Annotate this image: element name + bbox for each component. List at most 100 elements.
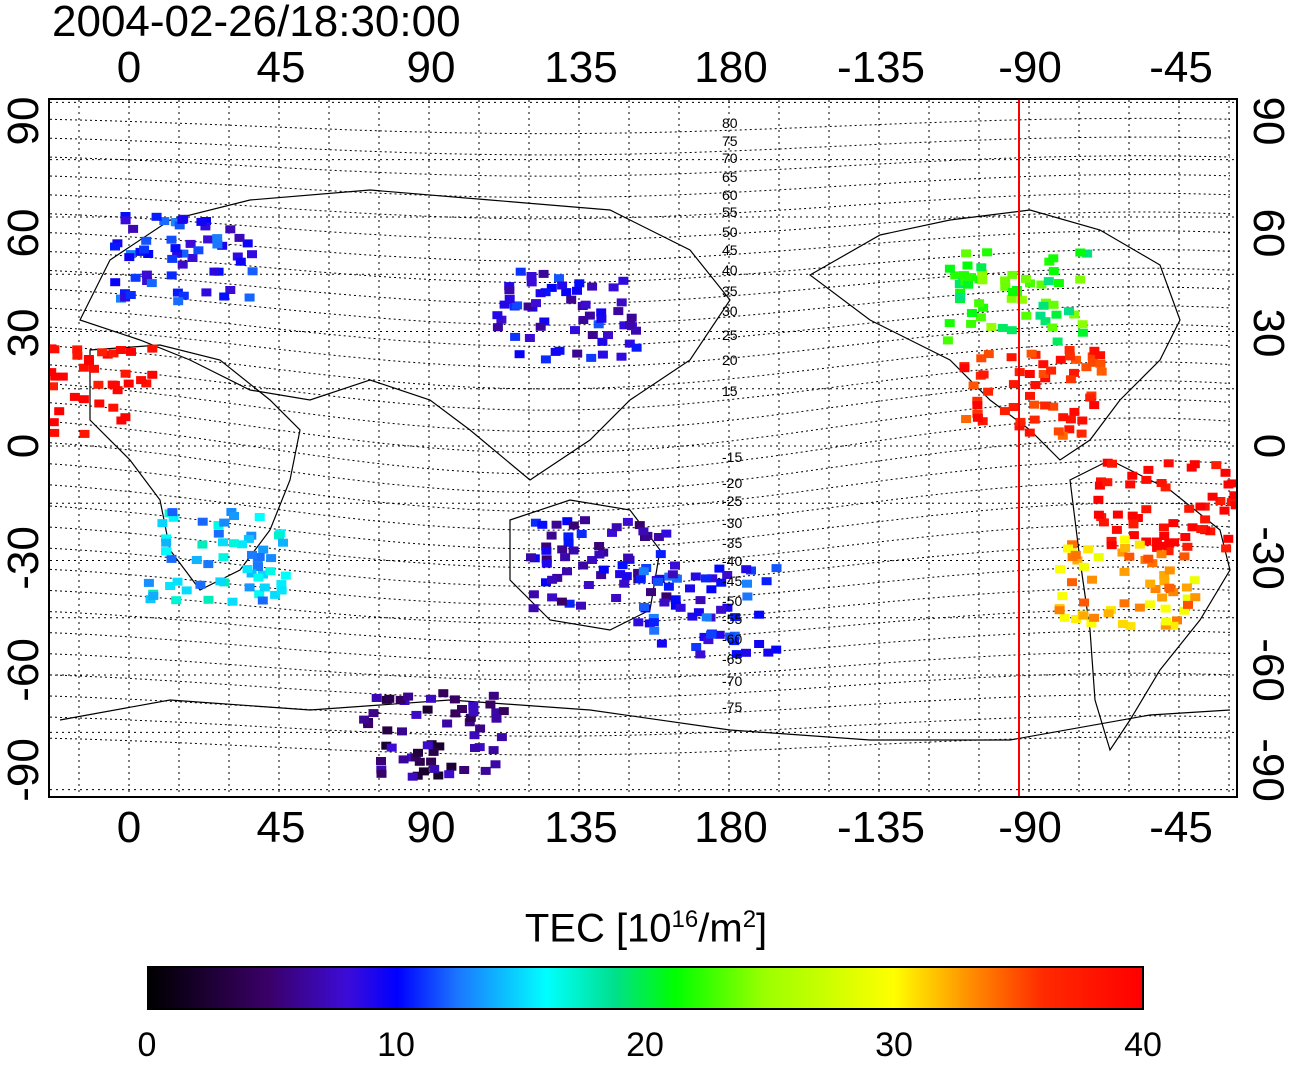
tec-cell — [633, 618, 644, 627]
tec-cell — [648, 618, 659, 627]
tec-cell — [608, 283, 619, 292]
tec-cell — [619, 579, 630, 588]
mlat-contour — [50, 545, 1231, 587]
tec-cell — [578, 561, 589, 570]
tec-cell — [168, 513, 179, 522]
mlat-contour — [50, 609, 1231, 643]
tec-cell — [172, 249, 183, 258]
tec-cell — [538, 269, 549, 278]
mlat-label: -70 — [722, 673, 742, 689]
tec-cell — [97, 348, 108, 357]
tec-cell — [959, 364, 970, 373]
tec-cell — [659, 598, 670, 607]
tec-cell — [587, 282, 598, 291]
mlat-label: -15 — [722, 449, 742, 465]
tec-cell — [552, 573, 563, 582]
tec-cell — [1043, 277, 1054, 286]
tec-cell — [1089, 613, 1100, 622]
tec-cell — [568, 546, 579, 555]
tec-cell — [50, 345, 60, 354]
tec-cell — [1008, 380, 1019, 389]
tec-cell — [1040, 317, 1051, 326]
tec-cell — [1196, 525, 1207, 534]
tec-cell — [1006, 294, 1017, 303]
tec-cell — [742, 592, 753, 601]
tec-cell — [572, 286, 582, 295]
tec-cell — [1128, 531, 1139, 540]
tec-cell — [1190, 593, 1201, 602]
tec-cell — [561, 288, 572, 297]
tec-cell — [771, 564, 782, 573]
tec-cell — [371, 694, 382, 702]
tec-cell — [986, 322, 997, 331]
mlat-contour — [50, 174, 1231, 199]
tec-cell — [1229, 491, 1236, 500]
tec-cell — [653, 533, 664, 541]
tec-cell — [253, 573, 264, 582]
tec-cell — [469, 731, 480, 740]
tec-cell — [701, 613, 712, 622]
tec-cell — [1143, 465, 1154, 474]
tec-cell — [997, 324, 1008, 332]
tec-cell — [1075, 248, 1086, 257]
tec-cell — [1082, 249, 1093, 258]
tec-cell — [1024, 370, 1035, 378]
tec-cell — [706, 630, 717, 639]
tec-cell — [611, 523, 622, 532]
tec-cell — [1098, 518, 1109, 527]
tec-cell — [1035, 311, 1046, 320]
tec-cell — [167, 508, 178, 517]
tec-cell — [433, 771, 444, 780]
tec-cell — [646, 588, 656, 597]
tec-cell — [1107, 459, 1117, 468]
tec-cell — [541, 555, 552, 564]
tec-cell — [170, 244, 181, 253]
tec-cell — [580, 300, 591, 309]
tec-cell — [616, 352, 627, 361]
tec-cell — [1164, 583, 1175, 592]
tec-cell — [1065, 375, 1076, 384]
tec-cell — [962, 261, 973, 270]
tec-cell — [1048, 402, 1059, 411]
tec-cell — [1187, 523, 1198, 532]
lon-tick-top: 45 — [256, 43, 306, 92]
mlat-contour — [50, 438, 1231, 494]
tec-cell — [426, 757, 437, 766]
tec-cell — [1057, 592, 1068, 601]
tec-cell — [1071, 615, 1082, 623]
tec-cell — [515, 267, 526, 276]
mlat-contour — [50, 323, 1231, 369]
tec-cell — [1119, 535, 1130, 544]
tec-cell — [464, 718, 475, 727]
mlat-contour — [50, 155, 1231, 177]
tec-cell — [526, 553, 536, 562]
tec-cell — [457, 705, 467, 713]
tec-cell — [972, 396, 983, 405]
tec-cell — [359, 715, 370, 724]
tec-cell — [653, 577, 663, 586]
lat-tick-left: 0 — [0, 433, 48, 459]
mlat-label: -65 — [722, 651, 742, 667]
tec-cell — [94, 399, 105, 408]
tec-cell — [243, 534, 254, 543]
tec-cell — [1189, 460, 1200, 469]
tec-cell — [1030, 381, 1041, 389]
tec-cell — [172, 577, 183, 586]
tec-cell — [1058, 413, 1069, 422]
tec-cell — [1096, 477, 1106, 486]
tec-cell — [556, 597, 567, 606]
tec-cell — [541, 559, 552, 568]
tec-cell — [642, 531, 653, 540]
lat-tick-right: 0 — [1244, 433, 1292, 459]
lon-tick-top: 135 — [544, 43, 618, 92]
map-frame: 80 75 70 65 60 55 50 45 40 35 30 25 20 15 -15 -20 -25 -30… — [48, 98, 1238, 798]
tec-cell — [566, 295, 577, 304]
tec-cell — [685, 584, 695, 593]
tec-cell — [514, 350, 525, 359]
tec-cell — [1221, 544, 1232, 553]
mlat-label: 15 — [722, 383, 738, 399]
mlat-label: -20 — [722, 475, 742, 491]
tec-cell — [147, 370, 158, 379]
tec-cell — [978, 303, 989, 312]
tec-cell — [470, 744, 480, 752]
